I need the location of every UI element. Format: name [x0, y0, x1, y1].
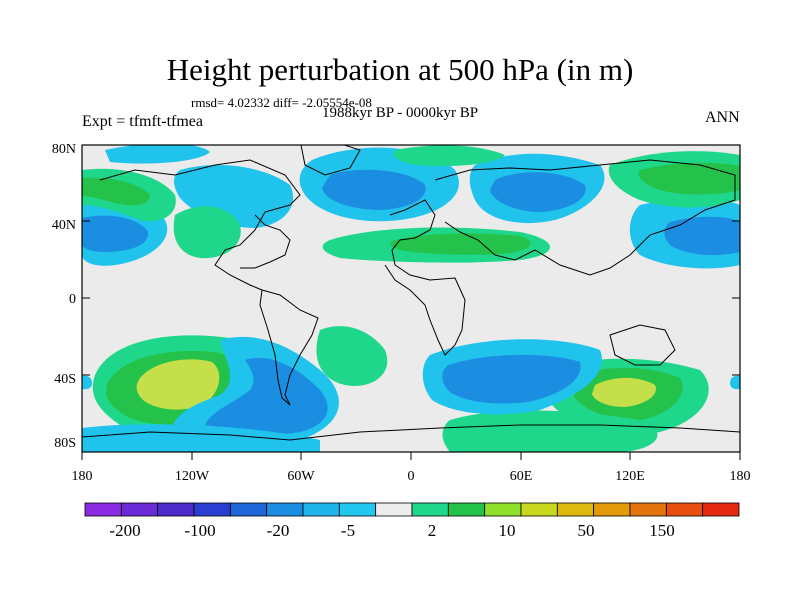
- colorbar-label: 50: [578, 521, 595, 540]
- colorbar-swatch: [302, 502, 340, 517]
- contour-green-arctic-europe: [393, 145, 505, 167]
- colorbar-label: 150: [649, 521, 675, 540]
- lon-label-60e: 60E: [510, 469, 533, 484]
- colorbar-swatch: [84, 502, 122, 517]
- colorbar-swatch: [229, 502, 268, 517]
- lon-label-180-east: 180: [730, 469, 751, 484]
- colorbar-swatch: [447, 502, 486, 517]
- lon-label-180-west: 180: [72, 469, 93, 484]
- contour-blue-edge-east: [730, 375, 740, 390]
- contour-green-antarctic-east: [442, 410, 658, 452]
- lat-ticks-right: [732, 144, 740, 453]
- coast-south-america-west: [259, 289, 291, 406]
- coast-north-america: [99, 159, 301, 291]
- contour-mid-blue-north-pacific-west: [82, 215, 149, 252]
- colorbar-label: -200: [109, 521, 140, 540]
- contour-mid-blue-north-atlantic: [322, 169, 426, 210]
- coast-antarctica: [82, 424, 740, 441]
- colorbar-swatch: [193, 502, 231, 517]
- contour-blue-arctic: [105, 145, 210, 164]
- coast-europe-africa: [384, 199, 466, 356]
- colorbar-label: 10: [499, 521, 516, 540]
- colorbar-swatch: [157, 502, 195, 517]
- coast-greenland: [300, 145, 361, 176]
- contour-blue-antarctic-west: [82, 424, 320, 452]
- contour-mid-blue-south-america: [205, 357, 328, 435]
- contour-dark-green-eurasia: [390, 233, 531, 255]
- coast-south-america: [261, 289, 319, 406]
- lon-label-60w: 60W: [287, 469, 315, 484]
- coast-australia: [609, 324, 676, 366]
- lon-label-0: 0: [408, 469, 415, 484]
- contour-yellow-south-indian: [592, 377, 656, 407]
- colorbar-label: 2: [428, 521, 437, 540]
- lat-label-40s: 40S: [54, 372, 76, 387]
- contour-mid-blue-south-atlantic-indian: [442, 354, 581, 404]
- map-contours: [82, 145, 740, 452]
- season-label: ANN: [705, 109, 740, 126]
- colorbar-swatch: [556, 502, 595, 517]
- rmsd-stats: rmsd= 4.02332 diff= -2.05554e-08: [191, 95, 372, 110]
- colorbar-swatch: [665, 502, 704, 517]
- lat-label-0: 0: [69, 292, 76, 307]
- coastlines: [82, 145, 740, 441]
- colorbar-labels: -200 -100 -20 -5 2 10 50 150: [109, 521, 674, 540]
- contour-blue-edge-west: [82, 375, 92, 390]
- lat-label-40n: 40N: [52, 218, 76, 233]
- colorbar: [84, 502, 740, 517]
- lon-label-120w: 120W: [175, 469, 210, 484]
- colorbar-swatch: [629, 502, 667, 517]
- contour-yellow-south-pacific: [136, 359, 220, 410]
- colorbar-swatch: [120, 502, 159, 517]
- colorbar-swatch: [520, 502, 558, 517]
- contour-green-north-america: [173, 206, 241, 259]
- colorbar-label: -5: [341, 521, 355, 540]
- colorbar-swatch: [411, 502, 449, 517]
- contour-mid-blue-north-pacific-east: [664, 216, 740, 256]
- lat-label-80s: 80S: [54, 436, 76, 451]
- contour-green-south-atlantic: [316, 326, 388, 386]
- colorbar-swatch: [375, 502, 413, 517]
- coast-north-america-east: [240, 214, 291, 269]
- colorbar-swatch: [593, 502, 631, 517]
- colorbar-swatch: [702, 502, 740, 517]
- lat-ticks-left: [82, 144, 90, 453]
- colorbar-label: -20: [267, 521, 290, 540]
- figure-title: Height perturbation at 500 hPa (in m): [166, 52, 634, 87]
- contour-mid-blue-asia: [490, 172, 586, 212]
- colorbar-swatch: [484, 502, 522, 517]
- lat-label-80n: 80N: [52, 142, 76, 157]
- colorbar-swatch: [338, 502, 377, 517]
- contour-dark-green-siberia: [638, 162, 740, 195]
- colorbar-swatch: [266, 502, 304, 517]
- coast-asia: [434, 159, 736, 276]
- colorbar-label: -100: [184, 521, 215, 540]
- lon-label-120e: 120E: [615, 469, 645, 484]
- time-period: 1988kyr BP - 0000kyr BP: [322, 105, 479, 121]
- experiment-label: Expt = tfmft-tfmea: [82, 113, 203, 130]
- lon-ticks: [81, 452, 741, 460]
- contour-dark-green-alaska: [82, 177, 150, 206]
